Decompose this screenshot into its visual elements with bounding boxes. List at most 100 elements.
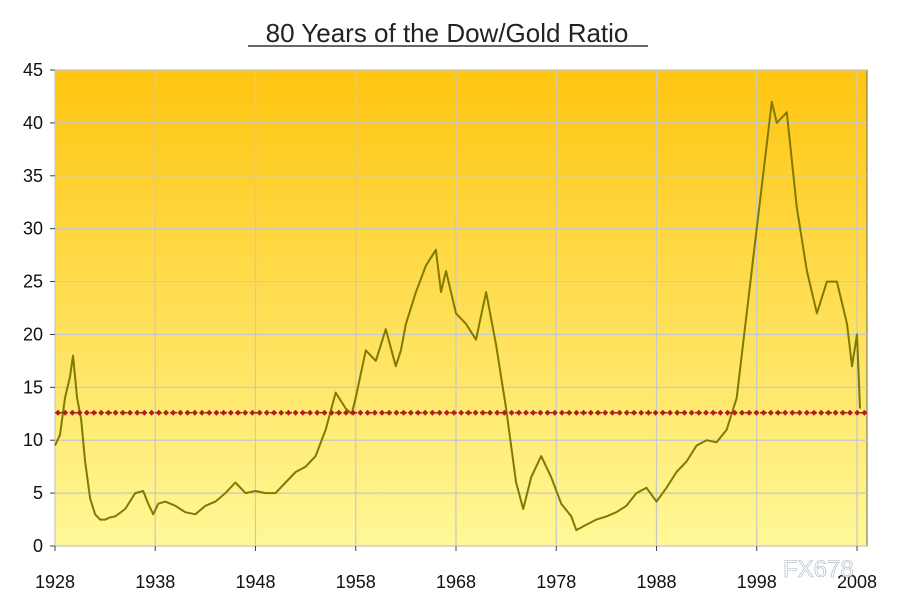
average-marker (357, 409, 364, 416)
average-marker (263, 409, 270, 416)
average-marker (170, 409, 177, 416)
x-tick-label: 1998 (737, 572, 777, 592)
average-marker (753, 409, 760, 416)
average-marker (69, 409, 76, 416)
average-marker (479, 409, 486, 416)
average-marker (609, 409, 616, 416)
average-marker (472, 409, 479, 416)
average-marker (62, 409, 69, 416)
average-marker (415, 409, 421, 416)
average-marker (407, 409, 414, 416)
average-marker (386, 409, 393, 416)
average-marker (710, 409, 717, 416)
y-tick-label: 45 (23, 60, 43, 80)
average-marker (458, 409, 465, 416)
x-axis: 1928 1938 1948 1958 1968 1978 1988 1998 2008 (35, 546, 877, 592)
average-marker (213, 409, 220, 416)
x-tick-label: 2008 (837, 572, 877, 592)
average-marker (559, 409, 565, 416)
average-marker (717, 409, 724, 416)
average-marker (638, 409, 645, 416)
x-tick-label: 1988 (636, 572, 676, 592)
y-tick-label: 25 (23, 272, 43, 292)
average-marker (91, 409, 97, 416)
average-marker (343, 409, 349, 416)
average-marker (616, 409, 623, 416)
average-marker (724, 409, 731, 416)
average-marker (242, 409, 249, 416)
average-marker (199, 409, 205, 416)
average-marker (789, 409, 796, 416)
average-marker (83, 409, 90, 416)
average-marker (285, 409, 292, 416)
average-marker (400, 409, 407, 416)
average-marker (825, 409, 832, 416)
average-marker (623, 409, 630, 416)
average-marker (465, 409, 472, 416)
average-marker (163, 409, 169, 416)
average-marker (127, 409, 133, 416)
average-marker (141, 409, 148, 416)
average-marker (631, 409, 637, 416)
average-marker (155, 409, 162, 416)
y-tick-label: 35 (23, 166, 43, 186)
average-marker (487, 409, 493, 416)
average-marker (602, 409, 609, 416)
average-marker (731, 409, 738, 416)
plot-area (54, 69, 868, 547)
average-marker (494, 409, 501, 416)
average-marker (523, 409, 529, 416)
average-marker (803, 409, 810, 416)
average-marker (76, 409, 83, 416)
average-marker (371, 409, 378, 416)
average-marker (839, 409, 846, 416)
average-marker (832, 409, 839, 416)
average-marker (854, 409, 861, 416)
average-marker (573, 409, 580, 416)
average-marker (184, 409, 191, 416)
average-marker (703, 409, 709, 416)
average-marker (112, 409, 119, 416)
average-marker (292, 409, 299, 416)
average-marker (227, 409, 234, 416)
average-marker (767, 409, 774, 416)
y-tick-label: 20 (23, 324, 43, 344)
average-marker (98, 409, 105, 416)
x-tick-label: 1938 (135, 572, 175, 592)
average-marker (436, 409, 443, 416)
average-marker (299, 409, 306, 416)
average-marker (544, 409, 551, 416)
average-marker (105, 409, 112, 416)
average-marker (775, 409, 781, 416)
average-marker (501, 409, 508, 416)
average-marker (695, 409, 702, 416)
watermark: FX678 (783, 556, 854, 583)
average-marker (119, 409, 126, 416)
average-marker (321, 409, 328, 416)
average-marker (652, 409, 659, 416)
average-marker (537, 409, 544, 416)
average-marker (191, 409, 198, 416)
series-group (54, 100, 868, 532)
y-axis: 0 5 10 15 20 25 30 35 40 45 (23, 60, 55, 556)
average-marker (177, 409, 184, 416)
average-marker (350, 409, 357, 416)
x-tick-label: 1948 (235, 572, 275, 592)
y-tick-label: 40 (23, 113, 43, 133)
average-marker (681, 409, 688, 416)
y-tick-label: 15 (23, 377, 43, 397)
average-marker (256, 409, 263, 416)
average-marker (314, 409, 321, 416)
average-marker (796, 409, 803, 416)
chart-title: 80 Years of the Dow/Gold Ratio (266, 18, 629, 48)
average-marker (55, 409, 61, 416)
average-marker (580, 409, 587, 416)
x-tick-label: 1978 (536, 572, 576, 592)
average-marker (278, 409, 285, 416)
average-marker (379, 409, 385, 416)
average-marker (818, 409, 825, 416)
average-marker (760, 409, 767, 416)
average-marker (595, 409, 601, 416)
average-marker (811, 409, 817, 416)
